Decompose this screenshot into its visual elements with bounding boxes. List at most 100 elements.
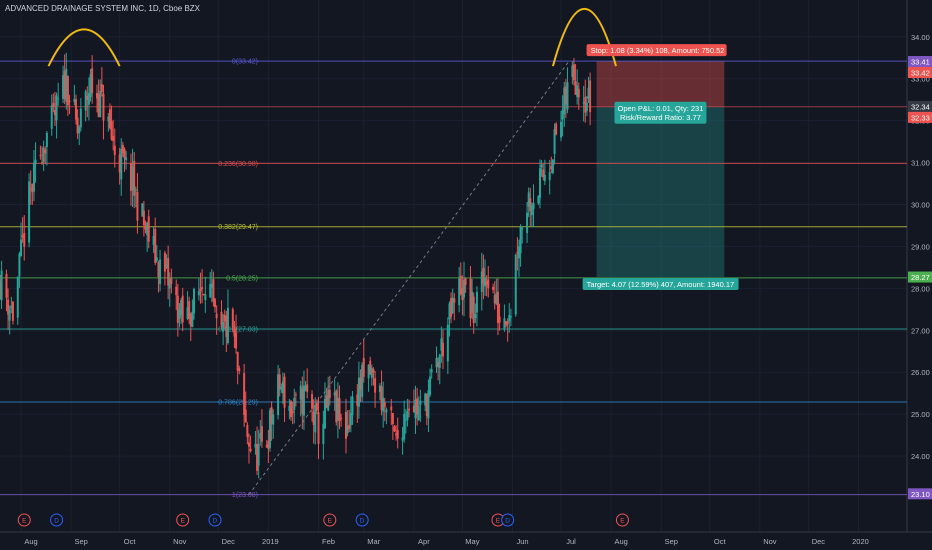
- candle-body: [97, 94, 100, 117]
- candle-body: [336, 397, 339, 421]
- candle-body: [348, 424, 351, 429]
- candle-body: [349, 413, 352, 426]
- candle-body: [91, 68, 94, 94]
- candle-body: [527, 192, 530, 207]
- candle-body: [141, 203, 144, 217]
- candle-body: [28, 181, 31, 243]
- candle-body: [338, 398, 341, 422]
- candle-body: [16, 276, 19, 318]
- stop-label-box: [586, 44, 727, 57]
- candle-body: [540, 164, 543, 168]
- candle-body: [270, 407, 273, 425]
- candle-body: [474, 314, 477, 319]
- candle-body: [222, 322, 225, 332]
- stop-label: Stop: 1.08 (3.34%) 108, Amount: 750.52: [591, 46, 725, 55]
- candle-body: [102, 93, 105, 121]
- candle-body: [223, 314, 226, 322]
- candle-body: [68, 100, 71, 102]
- candle-body: [493, 295, 496, 304]
- event-marker-label: E: [620, 518, 625, 525]
- candle-body: [32, 162, 35, 192]
- candle-body: [11, 301, 14, 321]
- event-marker-label: D: [505, 518, 510, 525]
- candle-body: [79, 108, 82, 128]
- candle-body: [589, 80, 592, 113]
- candle-body: [564, 86, 567, 105]
- candle-body: [532, 203, 535, 210]
- candle-body: [317, 412, 320, 444]
- y-axis: 24.00 25.00 26.00 27.00 28.00 29.00 30.00 31.00…: [911, 33, 930, 461]
- price-tag: 28.27: [911, 273, 930, 282]
- candle-body: [328, 390, 331, 398]
- earnings-marker: [323, 513, 337, 527]
- candle-body: [144, 225, 147, 230]
- position-labels: Stop: 1.08 (3.34%) 108, Amount: 750.52 Op…: [582, 44, 739, 291]
- candle-body: [186, 307, 189, 319]
- candle-body: [391, 412, 394, 425]
- candle-body: [340, 417, 343, 419]
- candle-body: [587, 87, 590, 99]
- y-tick-label: 30.00: [911, 200, 930, 209]
- candle-body: [408, 408, 411, 411]
- event-marker-label: D: [360, 518, 365, 525]
- candle-body: [168, 279, 171, 289]
- price-tag: 32.33: [911, 113, 930, 122]
- price-tag-box: [908, 111, 932, 123]
- candle-body: [283, 376, 286, 408]
- candle-body: [170, 278, 173, 284]
- price-tag-box: [908, 67, 932, 79]
- candle-body: [543, 174, 546, 182]
- candle-body: [469, 278, 472, 318]
- candle-body: [498, 316, 501, 323]
- candle-body: [157, 262, 160, 278]
- candle-body: [0, 270, 3, 301]
- target-label: Target: 4.07 (12.59%) 407, Amount: 1940.…: [587, 280, 735, 289]
- candle-body: [538, 168, 541, 198]
- candle-body: [403, 413, 406, 440]
- candle-body: [165, 265, 168, 267]
- x-tick-label: Sep: [74, 537, 87, 546]
- candle-body: [55, 95, 58, 121]
- price-tag: 32.34: [911, 102, 930, 111]
- fib-label: 0.5(28.25): [226, 275, 258, 282]
- candle-body: [146, 222, 149, 236]
- x-tick-label: Apr: [418, 537, 430, 546]
- candle-body: [521, 228, 524, 230]
- candle-body: [265, 444, 268, 448]
- candle-body: [361, 364, 364, 398]
- candle-body: [278, 374, 281, 389]
- x-axis: Aug Sep Oct Nov Dec 2019 Feb Mar Apr May Jun Jul Aug…: [24, 537, 869, 546]
- candle-body: [430, 369, 433, 373]
- candle-body: [335, 390, 338, 423]
- candle-body: [238, 368, 241, 372]
- candle-body: [189, 313, 192, 327]
- candle-body: [344, 411, 347, 439]
- candle-body: [315, 403, 318, 411]
- candle-body: [414, 399, 417, 419]
- price-tag: 33.42: [911, 69, 930, 78]
- candle-body: [89, 74, 92, 97]
- candle-body: [563, 87, 566, 115]
- candle-body: [380, 386, 383, 410]
- candle-body: [290, 401, 293, 418]
- candle-body: [311, 394, 314, 409]
- candle-body: [327, 389, 330, 411]
- x-tick-label: Nov: [173, 537, 187, 546]
- candle-body: [356, 394, 359, 406]
- candle-body: [44, 149, 47, 154]
- candle-body: [197, 291, 200, 296]
- candle-body: [159, 259, 162, 285]
- candle-body: [551, 159, 554, 173]
- candle-body: [451, 297, 454, 314]
- candle-body: [8, 309, 11, 321]
- x-tick-label: 2019: [262, 537, 279, 546]
- candle-body: [191, 311, 194, 327]
- candle-body: [448, 303, 451, 320]
- event-marker-label: E: [496, 518, 501, 525]
- candle-body: [231, 309, 234, 330]
- dividend-marker: [208, 513, 222, 527]
- candle-body: [314, 405, 317, 433]
- candle-body: [509, 316, 512, 318]
